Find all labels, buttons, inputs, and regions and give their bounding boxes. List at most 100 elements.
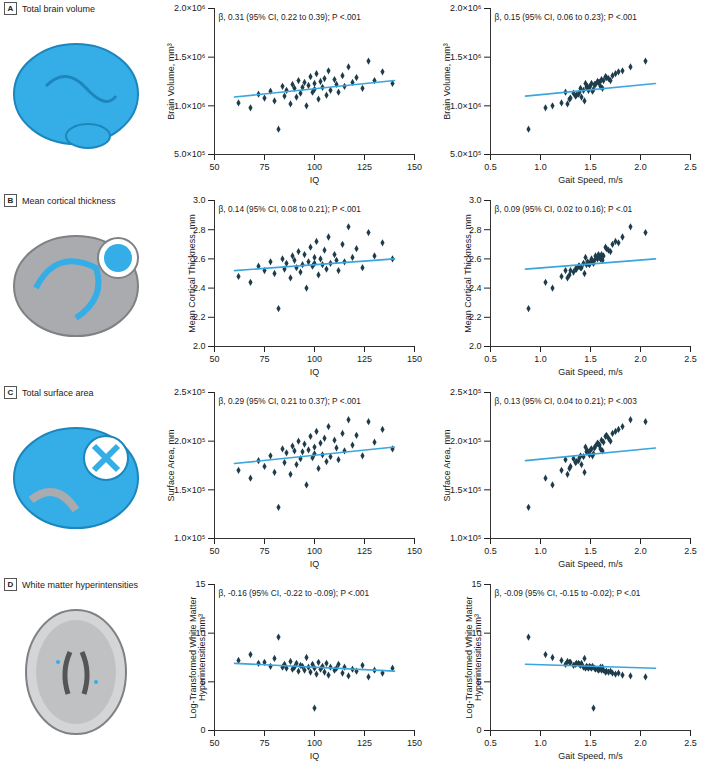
svg-text:Brain Volume, mm³: Brain Volume, mm³ — [442, 43, 452, 120]
svg-text:5.0×10⁵: 5.0×10⁵ — [450, 149, 482, 159]
svg-text:125: 125 — [357, 546, 372, 556]
svg-text:1.5×10⁵: 1.5×10⁵ — [450, 485, 482, 495]
svg-text:1.5×10⁶: 1.5×10⁶ — [174, 52, 206, 62]
svg-text:2.2: 2.2 — [193, 312, 206, 323]
svg-text:75: 75 — [259, 354, 269, 364]
svg-text:150: 150 — [407, 738, 422, 748]
svg-text:2.0: 2.0 — [634, 738, 647, 748]
svg-text:1.0: 1.0 — [534, 546, 547, 556]
svg-text:Surface Area, mm: Surface Area, mm — [442, 429, 452, 501]
svg-text:β, -0.16 (95% CI, -0.22 to -0.: β, -0.16 (95% CI, -0.22 to -0.09); P <.0… — [219, 588, 370, 598]
svg-text:0.5: 0.5 — [484, 738, 497, 748]
html-text:Mean cortical thickness: Mean cortical thickness — [22, 195, 116, 206]
svg-text:Mean Cortical Thickness, mm: Mean Cortical Thickness, mm — [463, 214, 473, 332]
svg-text:β, 0.09 (95% CI, 0.02 to 0.16): β, 0.09 (95% CI, 0.02 to 0.16); P <.01 — [495, 204, 633, 214]
svg-text:1.0×10⁶: 1.0×10⁶ — [174, 101, 206, 111]
svg-text:2.0×10⁵: 2.0×10⁵ — [450, 436, 482, 446]
svg-text:2.6: 2.6 — [469, 253, 482, 264]
svg-text:2.0: 2.0 — [634, 162, 647, 172]
svg-text:Surface Area, mm: Surface Area, mm — [166, 429, 176, 501]
svg-text:2.0: 2.0 — [634, 546, 647, 556]
svg-text:3.0: 3.0 — [469, 195, 482, 205]
svg-text:1.0: 1.0 — [534, 738, 547, 748]
svg-text:β, 0.15 (95% CI, 0.06 to 0.23): β, 0.15 (95% CI, 0.06 to 0.23); P <.001 — [495, 12, 638, 22]
svg-text:1.0×10⁵: 1.0×10⁵ — [450, 533, 482, 543]
svg-text:Log-Transformed White MatterHy: Log-Transformed White MatterHyperintensi… — [464, 596, 483, 718]
svg-text:1.0×10⁵: 1.0×10⁵ — [174, 533, 206, 543]
svg-text:100: 100 — [307, 354, 322, 364]
svg-text:2.8: 2.8 — [469, 224, 482, 235]
svg-text:2.2: 2.2 — [469, 312, 482, 323]
svg-text:β, 0.29 (95% CI, 0.21 to 0.37): β, 0.29 (95% CI, 0.21 to 0.37); P <.001 — [219, 396, 362, 406]
svg-text:2.0×10⁵: 2.0×10⁵ — [174, 436, 206, 446]
svg-text:2.5: 2.5 — [684, 546, 697, 556]
svg-text:2.5×10⁵: 2.5×10⁵ — [174, 387, 206, 397]
html-text:Total surface area: Total surface area — [22, 387, 94, 398]
svg-text:75: 75 — [259, 162, 269, 172]
svg-text:IQ: IQ — [310, 751, 320, 761]
svg-text:Gait Speed, m/s: Gait Speed, m/s — [558, 367, 623, 377]
svg-text:1.5: 1.5 — [584, 162, 597, 172]
svg-text:0: 0 — [200, 725, 205, 735]
svg-text:2.8: 2.8 — [193, 224, 206, 235]
svg-text:2.5: 2.5 — [684, 738, 697, 748]
svg-text:1.5×10⁵: 1.5×10⁵ — [174, 485, 206, 495]
svg-text:125: 125 — [357, 162, 372, 172]
svg-text:100: 100 — [307, 162, 322, 172]
svg-text:Gait Speed, m/s: Gait Speed, m/s — [558, 751, 623, 761]
svg-text:2.5: 2.5 — [684, 162, 697, 172]
svg-text:75: 75 — [259, 738, 269, 748]
svg-text:0.5: 0.5 — [484, 354, 497, 364]
svg-text:50: 50 — [209, 546, 219, 556]
svg-text:1.5: 1.5 — [584, 546, 597, 556]
svg-text:0.5: 0.5 — [484, 546, 497, 556]
svg-text:β, 0.31 (95% CI, 0.22 to 0.39): β, 0.31 (95% CI, 0.22 to 0.39); P <.001 — [219, 12, 362, 22]
svg-text:IQ: IQ — [310, 367, 320, 377]
svg-text:2.4: 2.4 — [469, 283, 482, 293]
svg-text:150: 150 — [407, 162, 422, 172]
svg-text:1.0: 1.0 — [534, 162, 547, 172]
svg-text:2.0×10⁶: 2.0×10⁶ — [450, 3, 482, 13]
svg-text:β, 0.13 (95% CI, 0.04 to 0.21): β, 0.13 (95% CI, 0.04 to 0.21); P <.003 — [495, 396, 638, 406]
svg-text:15: 15 — [195, 579, 205, 589]
svg-text:Gait Speed, m/s: Gait Speed, m/s — [558, 175, 623, 185]
svg-text:50: 50 — [209, 738, 219, 748]
svg-text:2.0: 2.0 — [193, 341, 206, 351]
svg-text:Gait Speed, m/s: Gait Speed, m/s — [558, 559, 623, 569]
svg-text:2.6: 2.6 — [193, 253, 206, 264]
svg-text:2.4: 2.4 — [193, 283, 206, 293]
html-text:White matter hyperintensities: White matter hyperintensities — [22, 579, 138, 590]
svg-text:100: 100 — [307, 738, 322, 748]
svg-text:Brain Volume, mm³: Brain Volume, mm³ — [166, 43, 176, 120]
svg-text:0.5: 0.5 — [484, 162, 497, 172]
svg-text:15: 15 — [471, 579, 481, 589]
svg-text:50: 50 — [209, 354, 219, 364]
svg-text:2.0: 2.0 — [469, 341, 482, 351]
svg-text:1.5×10⁶: 1.5×10⁶ — [450, 52, 482, 62]
svg-text:2.5: 2.5 — [684, 354, 697, 364]
svg-text:0: 0 — [476, 725, 481, 735]
svg-text:75: 75 — [259, 546, 269, 556]
svg-text:β, -0.09 (95% CI, -0.15 to -0.: β, -0.09 (95% CI, -0.15 to -0.02); P <.0… — [495, 588, 641, 598]
svg-text:150: 150 — [407, 354, 422, 364]
html-text:Total brain volume: Total brain volume — [22, 3, 95, 14]
svg-text:β, 0.14 (95% CI, 0.08 to 0.21): β, 0.14 (95% CI, 0.08 to 0.21); P <.001 — [219, 204, 362, 214]
svg-text:IQ: IQ — [310, 559, 320, 569]
svg-text:1.5: 1.5 — [584, 354, 597, 364]
svg-text:125: 125 — [357, 738, 372, 748]
svg-text:100: 100 — [307, 546, 322, 556]
svg-text:2.0: 2.0 — [634, 354, 647, 364]
svg-text:50: 50 — [209, 162, 219, 172]
svg-text:5.0×10⁵: 5.0×10⁵ — [174, 149, 206, 159]
svg-text:150: 150 — [407, 546, 422, 556]
svg-text:Mean Cortical Thickness, mm: Mean Cortical Thickness, mm — [187, 214, 197, 332]
svg-text:2.5×10⁵: 2.5×10⁵ — [450, 387, 482, 397]
svg-text:3.0: 3.0 — [193, 195, 206, 205]
svg-text:Log-Transformed White MatterHy: Log-Transformed White MatterHyperintensi… — [188, 596, 207, 718]
svg-text:1.5: 1.5 — [584, 738, 597, 748]
svg-text:1.0: 1.0 — [534, 354, 547, 364]
svg-text:IQ: IQ — [310, 175, 320, 185]
svg-text:2.0×10⁶: 2.0×10⁶ — [174, 3, 206, 13]
svg-text:125: 125 — [357, 354, 372, 364]
svg-text:1.0×10⁶: 1.0×10⁶ — [450, 101, 482, 111]
